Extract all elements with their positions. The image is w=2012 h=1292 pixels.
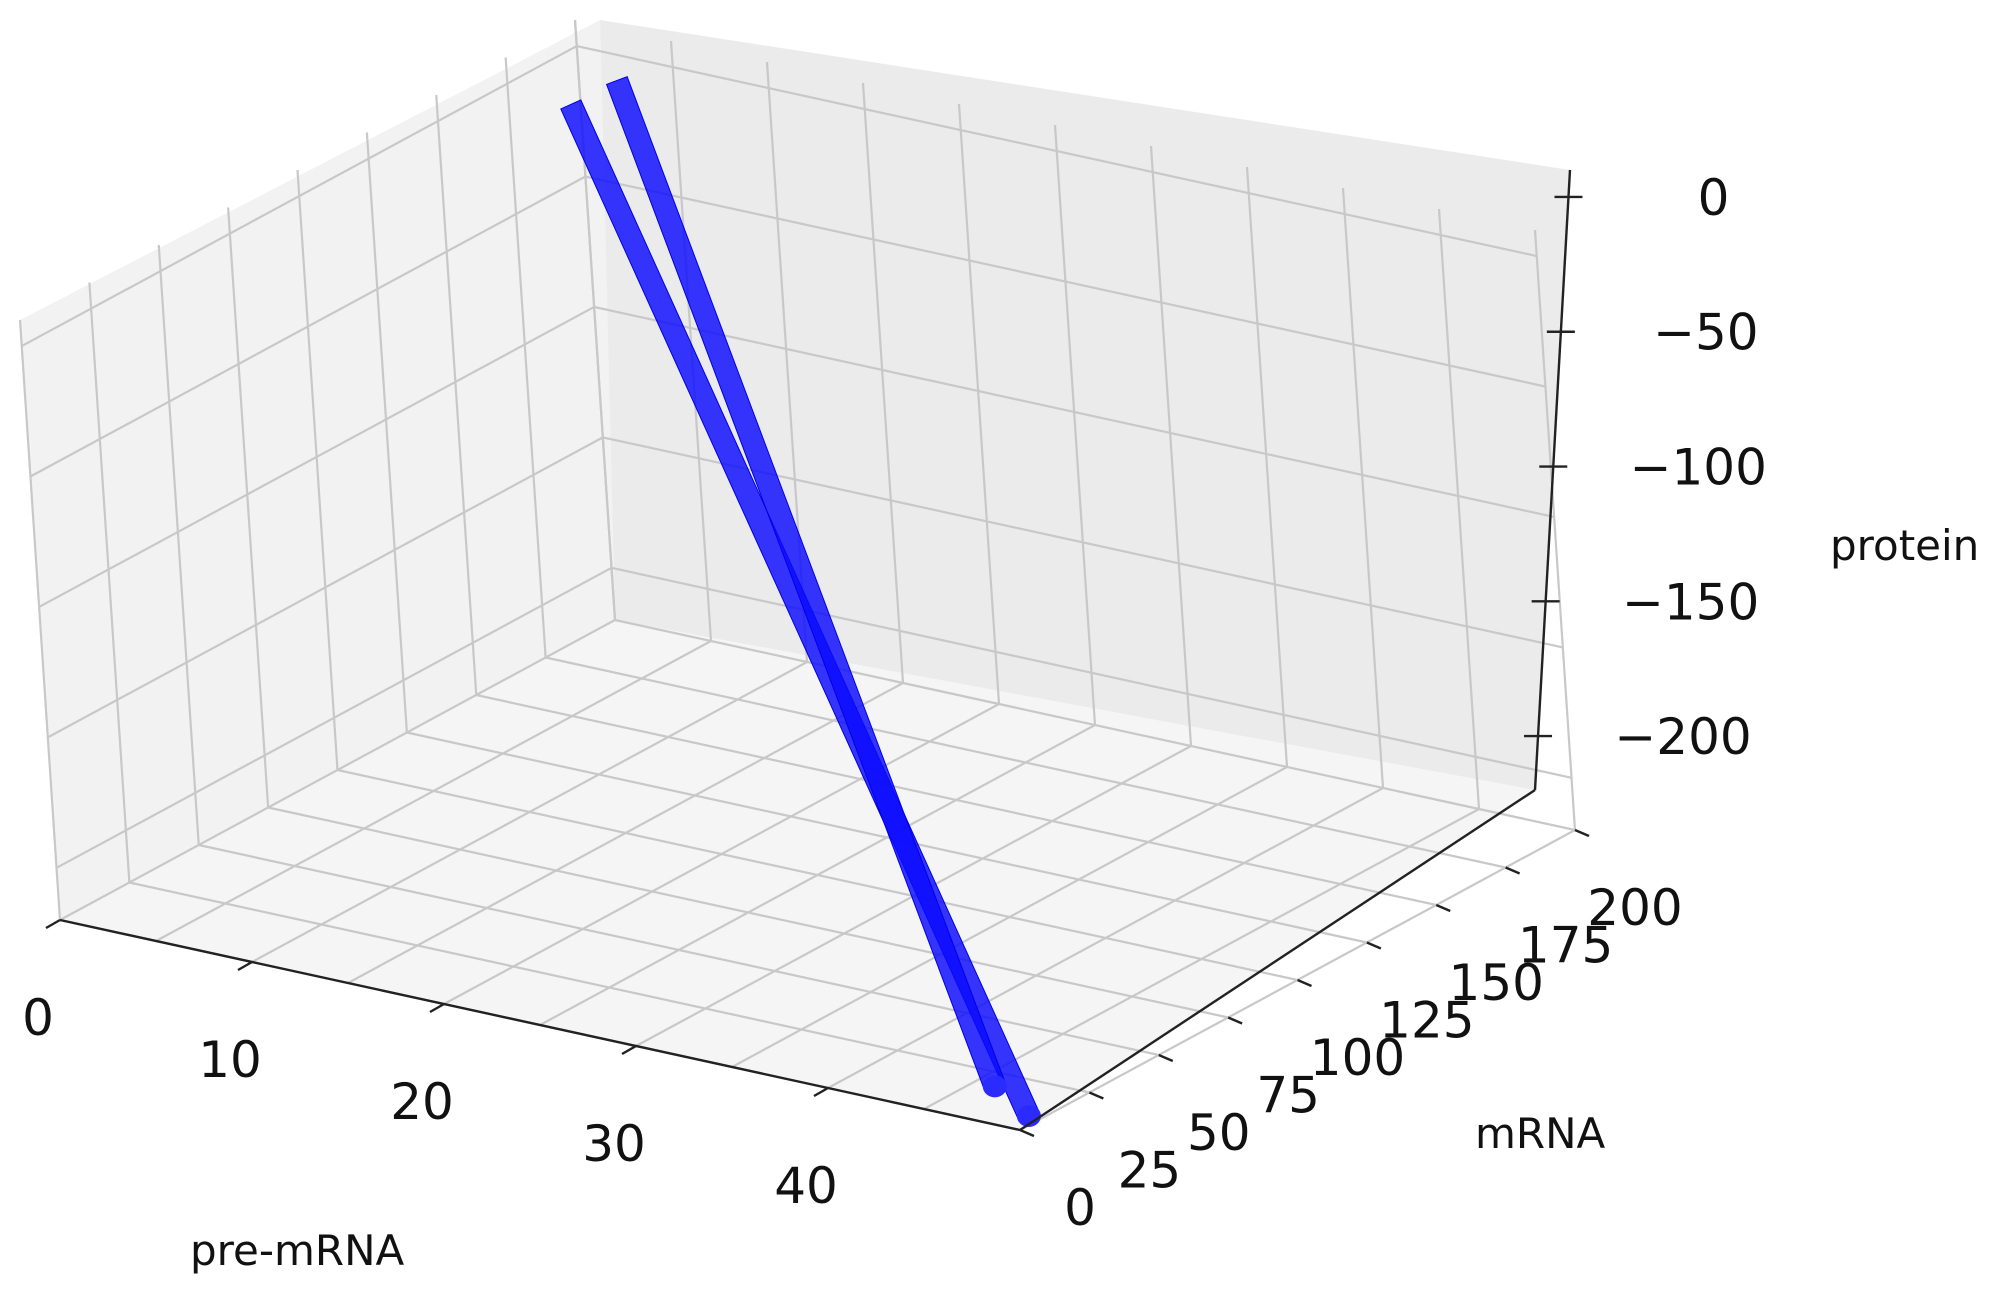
grid-line-z-left bbox=[29, 175, 586, 478]
grid-lines bbox=[18, 19, 1577, 1132]
grid-line-y-floor bbox=[129, 881, 1090, 1094]
x-tick bbox=[813, 1086, 829, 1098]
y-tick-label: 150 bbox=[1449, 954, 1544, 1012]
y-tick-label: 75 bbox=[1256, 1067, 1320, 1125]
grid-line-x-back bbox=[1053, 124, 1097, 726]
grid-line-x-back bbox=[1341, 187, 1385, 789]
x-axis-line bbox=[59, 918, 1021, 1132]
x-tick-label: 20 bbox=[390, 1073, 454, 1131]
grid-line-y-left bbox=[435, 94, 478, 696]
y-tick bbox=[1505, 866, 1521, 875]
grid-line-y-left bbox=[296, 169, 339, 771]
y-tick bbox=[1019, 1128, 1035, 1138]
y-tick bbox=[1227, 1016, 1243, 1025]
y-tick-label: 25 bbox=[1118, 1142, 1182, 1200]
grid-line-y-floor bbox=[614, 618, 1576, 832]
y-tick-label: 100 bbox=[1310, 1029, 1405, 1087]
y-axis-line bbox=[1019, 788, 1536, 1132]
x-tick-label: 40 bbox=[774, 1157, 838, 1215]
z-tick-label: 0 bbox=[1698, 169, 1730, 227]
z-tick-label: −100 bbox=[1630, 439, 1767, 497]
grid-line-y-left bbox=[88, 282, 131, 883]
x-tick bbox=[45, 918, 61, 930]
grid-line-z-back bbox=[576, 45, 1537, 258]
grid-line-y-left bbox=[504, 57, 547, 658]
grid-line-z-left bbox=[38, 305, 595, 608]
grid-line-y-left bbox=[157, 244, 200, 846]
y-tick-label: 125 bbox=[1379, 992, 1474, 1050]
x-axis-label: pre-mRNA bbox=[190, 1226, 405, 1275]
grid-line-y-left bbox=[227, 207, 270, 808]
grid-line-y-floor bbox=[406, 731, 1368, 944]
back-pane bbox=[600, 20, 1570, 790]
grid-line-y-left bbox=[18, 319, 62, 921]
x-tick-label: 10 bbox=[198, 1031, 262, 1089]
y-tick bbox=[1435, 903, 1451, 913]
grid-line-z-left bbox=[47, 436, 604, 739]
y-tick bbox=[1297, 978, 1312, 988]
y-axis-label: mRNA bbox=[1475, 1109, 1606, 1158]
grid-line-z-left bbox=[55, 566, 613, 869]
x-tick bbox=[621, 1044, 637, 1056]
grid-line-x-back bbox=[861, 82, 905, 684]
z-tick-label: −150 bbox=[1622, 573, 1759, 631]
grid-line-y-floor bbox=[476, 693, 1437, 907]
y-tick-label: 175 bbox=[1518, 917, 1613, 975]
grid-line-z-left bbox=[21, 45, 578, 348]
y-tick bbox=[1158, 1053, 1174, 1063]
grid-line-y-floor bbox=[545, 656, 1506, 869]
x-tick bbox=[237, 960, 253, 972]
grid-line-y-floor bbox=[267, 806, 1229, 1019]
z-axis-label: protein bbox=[1830, 521, 1979, 570]
z-tick-label: −200 bbox=[1614, 708, 1751, 766]
x-tick-label: 0 bbox=[22, 989, 54, 1047]
y-tick-label: 200 bbox=[1587, 879, 1682, 937]
x-tick-label: 30 bbox=[582, 1115, 646, 1173]
floor-pane bbox=[60, 620, 1535, 1130]
grid-line-x-back bbox=[1437, 208, 1481, 810]
y-tick bbox=[1088, 1091, 1104, 1100]
grid-line-x-back bbox=[1149, 145, 1193, 747]
data-series bbox=[560, 76, 1041, 1128]
x-tick bbox=[429, 1002, 445, 1014]
grid-line-z-back bbox=[585, 175, 1546, 388]
grid-line-y-floor bbox=[337, 768, 1298, 982]
grid-line-x-back bbox=[957, 103, 1001, 705]
y-tick bbox=[1574, 828, 1590, 838]
y-tick-label: 0 bbox=[1064, 1179, 1096, 1237]
grid-line-x-back bbox=[669, 40, 713, 642]
grid-line-z-back bbox=[593, 305, 1555, 519]
grid-line-z-back bbox=[611, 566, 1572, 779]
grid-line-x-back bbox=[1533, 229, 1577, 831]
y-tick bbox=[1366, 941, 1382, 950]
grid-line-y-left bbox=[365, 132, 408, 733]
z-tick-label: −50 bbox=[1653, 304, 1759, 362]
grid-line-x-back bbox=[1245, 166, 1289, 768]
y-tick-label: 50 bbox=[1187, 1104, 1251, 1162]
grid-line-y-floor bbox=[198, 843, 1159, 1057]
z-axis-line bbox=[1533, 169, 1572, 791]
data-ribbon-end-2 bbox=[982, 1075, 1007, 1098]
